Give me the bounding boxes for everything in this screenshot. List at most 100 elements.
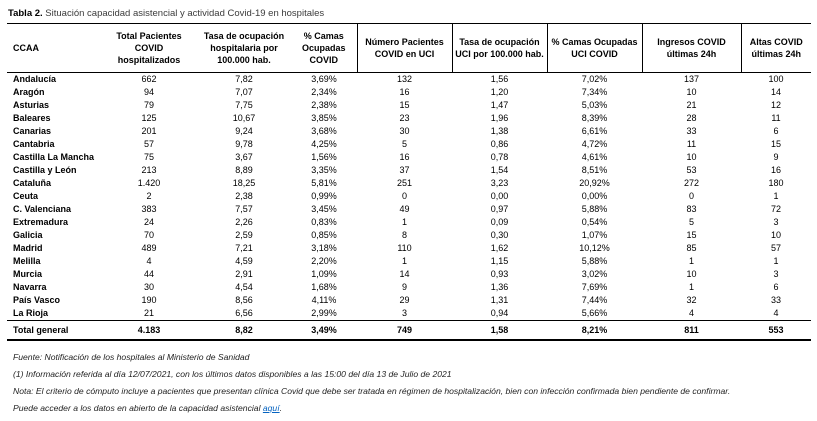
table-row: Andalucía 662 7,82 3,69% 132 1,56 7,02% 137 100 (7, 73, 811, 87)
cell-value: 5,03% (581, 100, 608, 110)
cell-value: 3,69% (311, 74, 337, 84)
cell-value: 2,20% (311, 256, 337, 266)
cell-value: 0,83% (311, 217, 337, 227)
footnote-fuente: Fuente: Notificación de los hospitales a… (13, 352, 250, 362)
region-name: Galicia (13, 230, 43, 240)
column-header: % Camas Ocupadas UCI COVID (546, 23, 642, 73)
table-row: Castilla La Mancha 75 3,67 1,56% 16 0,78 4,61%… (7, 151, 811, 164)
cell-value: 3,85% (311, 113, 337, 123)
cell-value: 2,99% (311, 308, 337, 318)
cell-value: 15 (399, 100, 410, 110)
region-name: Castilla y León (13, 165, 77, 175)
cell-value: 7,75 (235, 100, 253, 110)
cell-value: 0,54% (581, 217, 608, 227)
footnote-access-period: . (279, 403, 282, 413)
column-header: Tasa de ocupación hospitalaria por 100.0… (197, 23, 291, 73)
cell-value: 7,07 (235, 87, 253, 97)
cell-value: 15 (686, 230, 697, 240)
cell-value: 0,00 (490, 191, 509, 201)
cell-value: 12 (770, 100, 781, 110)
region-name: Castilla La Mancha (13, 152, 95, 162)
column-header: Altas COVID últimas 24h (740, 23, 811, 73)
cell-value: 0,78 (490, 152, 509, 162)
cell-value: 5,88% (581, 256, 608, 266)
cell-value: 94 (143, 87, 154, 97)
cell-value: 7,34% (581, 87, 608, 97)
cell-value: 0,86 (490, 139, 509, 149)
cell-value: 1,20 (490, 87, 509, 97)
cell-value: 1,56 (490, 74, 509, 84)
cell-value: 9,24 (235, 126, 253, 136)
cell-value: 3,45% (311, 204, 337, 214)
cell-value: 6,61% (581, 126, 608, 136)
table-row: Galicia 70 2,59 0,85% 8 0,30 1,07% 15 10 (7, 229, 811, 242)
cell-value: 0,97 (490, 204, 509, 214)
cell-value: 10 (686, 269, 697, 279)
cell-value: 1,56% (311, 152, 337, 162)
column-header: Tasa de ocupación UCI por 100.000 hab. (451, 23, 547, 73)
cell-value: 10,12% (579, 243, 610, 253)
cell-value: 1,09% (311, 269, 337, 279)
region-name: Navarra (13, 282, 47, 292)
table-row: Cantabria 57 9,78 4,25% 5 0,86 4,72% 11 15 (7, 138, 811, 151)
cell-value: 83 (686, 204, 697, 214)
total-value: 4.183 (101, 320, 197, 341)
cell-value: 16 (399, 152, 410, 162)
cell-value: 3,23 (490, 178, 509, 188)
cell-value: 1 (401, 217, 407, 227)
table-row: Cataluña 1.420 18,25 5,81% 251 3,23 20,92% 272 1… (7, 177, 811, 190)
cell-value: 3,02% (581, 269, 608, 279)
cell-value: 9,78 (235, 139, 253, 149)
cell-value: 20,92% (579, 178, 610, 188)
cell-value: 72 (770, 204, 781, 214)
cell-value: 53 (686, 165, 697, 175)
cell-value: 14 (399, 269, 410, 279)
cell-value: 3,67 (235, 152, 253, 162)
cell-value: 7,82 (235, 74, 253, 84)
cell-value: 8,89 (235, 165, 253, 175)
cell-value: 0 (401, 191, 407, 201)
cell-value: 8,39% (581, 113, 608, 123)
cell-value: 7,44% (581, 295, 608, 305)
table-title-text: Situación capacidad asistencial y activi… (42, 8, 325, 19)
column-header: Total Pacientes COVID hospitalizados (101, 23, 197, 73)
total-row: Total general 4.183 8,82 3,49% 749 1,58 8,21% 8… (7, 320, 811, 341)
cell-value: 7,69% (581, 282, 608, 292)
cell-value: 213 (141, 165, 157, 175)
cell-value: 5,66% (581, 308, 608, 318)
cell-value: 3,18% (311, 243, 337, 253)
total-value: 8,82 (197, 320, 291, 341)
table-title-number: Tabla 2. (8, 8, 43, 19)
cell-value: 6 (773, 282, 779, 292)
cell-value: 137 (683, 74, 700, 84)
cell-value: 1,31 (490, 295, 509, 305)
cell-value: 1,15 (490, 256, 509, 266)
table-row: Extremadura 24 2,26 0,83% 1 0,09 0,54% 5 3 (7, 216, 811, 229)
cell-value: 11 (771, 113, 781, 123)
cell-value: 57 (143, 139, 154, 149)
cell-value: 0,99% (311, 191, 337, 201)
cell-value: 29 (399, 295, 410, 305)
cell-value: 10 (686, 152, 697, 162)
open-data-link[interactable]: aquí (262, 403, 280, 413)
cell-value: 5 (401, 139, 407, 149)
cell-value: 1,62 (490, 243, 509, 253)
cell-value: 10 (686, 87, 697, 97)
table-body: Andalucía 662 7,82 3,69% 132 1,56 7,02% 137 100 A… (7, 73, 811, 321)
table-row: Melilla 4 4,59 2,20% 1 1,15 5,88% 1 1 (7, 255, 811, 268)
region-name: La Rioja (13, 308, 49, 318)
table-row: C. Valenciana 383 7,57 3,45% 49 0,97 5,88% 83 72 (7, 203, 811, 216)
cell-value: 2,91 (235, 269, 253, 279)
cell-value: 10,67 (232, 113, 256, 123)
region-name: Baleares (13, 113, 51, 123)
cell-value: 16 (770, 165, 781, 175)
cell-value: 3,68% (311, 126, 337, 136)
cell-value: 75 (143, 152, 154, 162)
footnotes: Fuente: Notificación de los hospitales a… (13, 352, 811, 413)
cell-value: 1 (401, 256, 407, 266)
cell-value: 3 (401, 308, 407, 318)
table-row: Aragón 94 7,07 2,34% 16 1,20 7,34% 10 14 (7, 86, 811, 99)
cell-value: 9 (401, 282, 407, 292)
cell-value: 1,68% (311, 282, 337, 292)
cell-value: 201 (141, 126, 157, 136)
